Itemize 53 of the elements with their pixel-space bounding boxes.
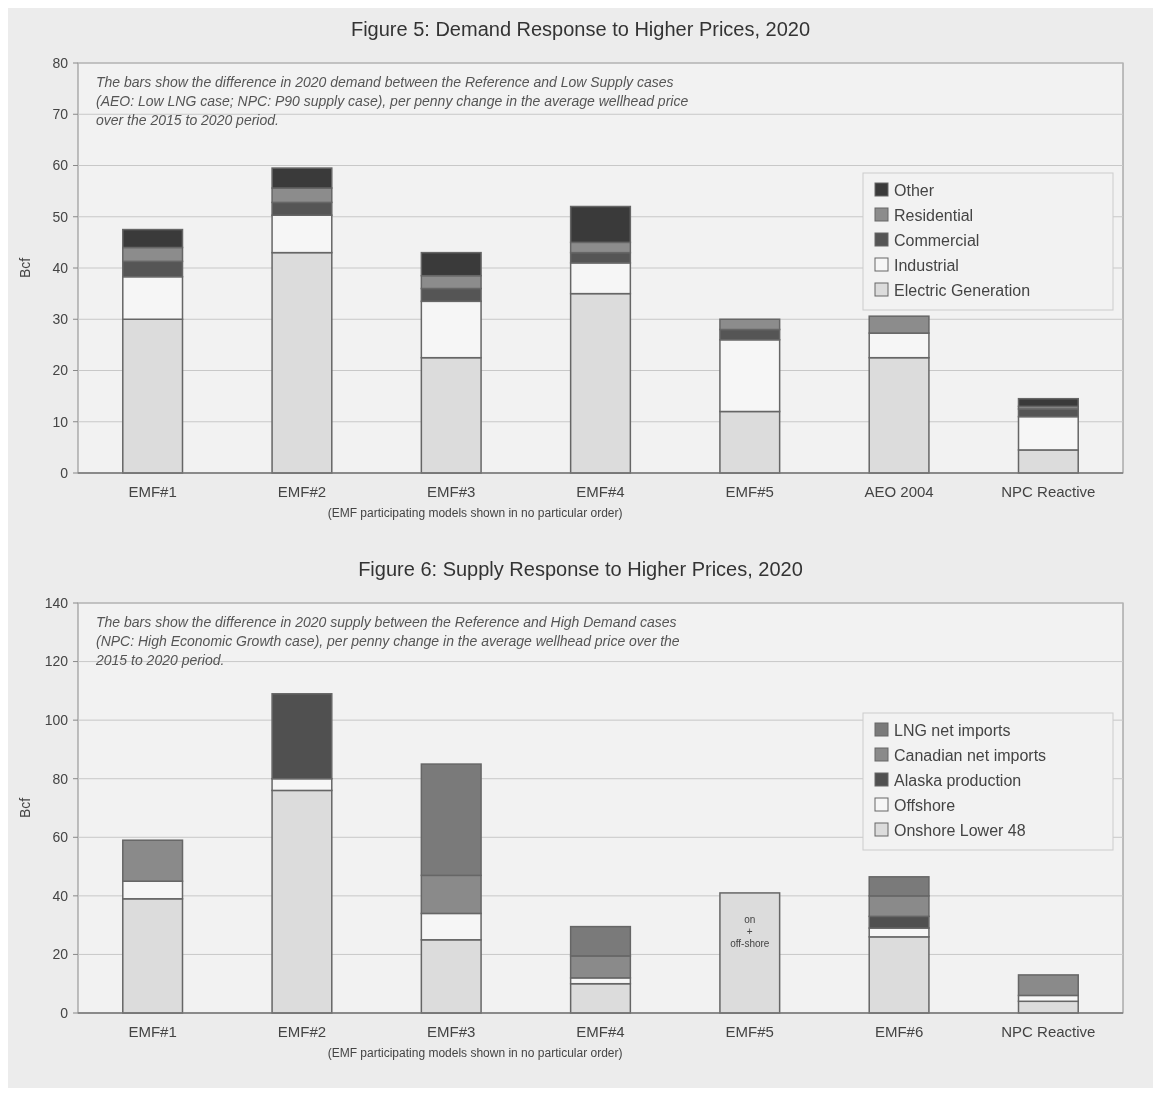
x-tick-label: EMF#2	[277, 483, 327, 500]
x-tick-label: EMF#4	[576, 483, 625, 500]
y-tick-label: 10	[52, 413, 69, 430]
y-tick-label: 80	[52, 770, 69, 787]
y-tick-label: 80	[52, 54, 69, 71]
legend-label: Canadian net imports	[894, 746, 1047, 764]
y-tick-label: 40	[52, 259, 69, 276]
bar	[569, 982, 632, 1014]
y-axis-title: Bcf	[17, 257, 33, 279]
x-tick-label: EMF#1	[128, 483, 177, 500]
x-tick-label: EMF#2	[277, 1023, 327, 1040]
x-tick-label: NPC Reactive	[1001, 483, 1096, 500]
legend-label: Electric Generation	[894, 281, 1031, 299]
y-tick-label: 40	[52, 887, 69, 904]
chart-title: Figure 6: Supply Response to Higher Prices, 2020	[358, 558, 803, 580]
bar	[719, 892, 781, 1014]
y-tick-label: 100	[44, 712, 69, 729]
y-tick-label: 30	[52, 311, 69, 328]
annotation: The bars show the difference in 2020 demand between the Reference and Low Supply cases (AEO: Low LNG case; NPC: P90 supply case), per penny change in the average wellhead price over the 2015 to 2020 period.	[96, 74, 689, 128]
annotation: on + off-shore	[730, 913, 770, 949]
x-tick-label: EMF#5	[725, 483, 774, 500]
chart-title: Figure 5: Demand Response to Higher Prices, 2020	[350, 18, 811, 40]
legend-label: Offshore	[894, 796, 956, 814]
y-tick-label: 70	[52, 106, 69, 123]
y-tick-label: 20	[52, 946, 69, 963]
x-axis-title: (EMF participating models shown in no particular order)	[327, 506, 623, 520]
legend-label: LNG net imports	[894, 721, 1011, 739]
y-tick-label: 140	[44, 594, 69, 611]
x-tick-label: EMF#5	[725, 1023, 774, 1040]
legend-label: Other	[894, 181, 935, 199]
y-tick-label: 20	[52, 362, 69, 379]
x-tick-label: EMF#6	[874, 1023, 924, 1040]
y-axis-title: Bcf	[17, 797, 33, 819]
x-tick-label: AEO 2004	[864, 483, 934, 500]
x-axis-title: (EMF participating models shown in no particular order)	[327, 1046, 623, 1060]
y-tick-label: 0	[60, 1004, 69, 1021]
y-tick-label: 0	[60, 464, 69, 481]
x-tick-label: EMF#4	[576, 1023, 625, 1040]
bar	[1017, 397, 1079, 408]
y-tick-label: 60	[52, 829, 69, 846]
legend-label: Onshore Lower 48	[894, 821, 1026, 839]
legend-label: Residential	[894, 206, 974, 224]
y-tick-label: 60	[52, 157, 69, 174]
legend-label: Industrial	[894, 256, 959, 274]
legend-label: Alaska production	[894, 771, 1022, 789]
annotation: The bars show the difference in 2020 supply between the Reference and High Demand cases (NPC: High Economic Growth case), per penny change in the average wellhead price over the 2015 to 2020 period.	[95, 614, 680, 668]
x-tick-label: NPC Reactive	[1001, 1023, 1096, 1040]
y-tick-label: 120	[44, 653, 69, 670]
x-tick-label: EMF#3	[427, 1023, 476, 1040]
x-tick-label: EMF#3	[427, 483, 476, 500]
legend-label: Commercial	[894, 231, 980, 249]
y-tick-label: 50	[52, 208, 69, 225]
x-tick-label: EMF#1	[128, 1023, 177, 1040]
